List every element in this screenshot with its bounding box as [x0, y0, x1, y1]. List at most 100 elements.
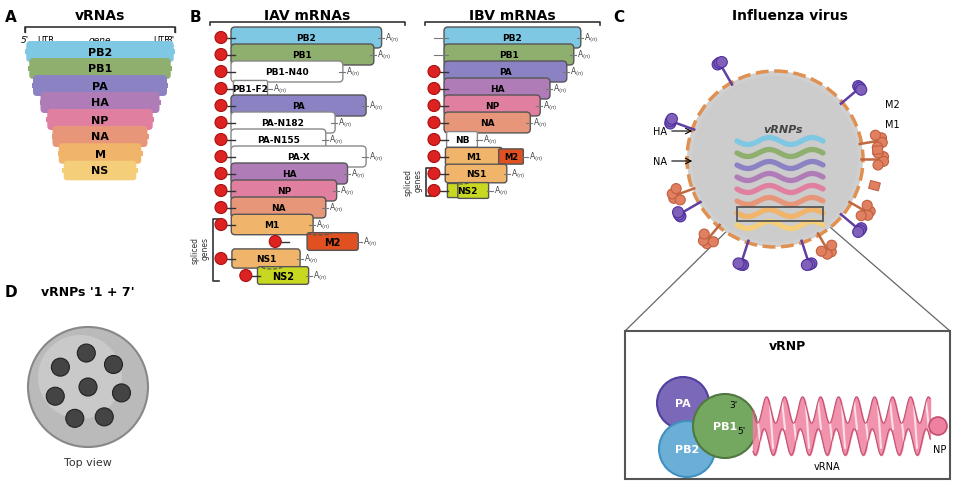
Circle shape: [871, 131, 880, 141]
Text: PA: PA: [92, 81, 108, 91]
FancyBboxPatch shape: [231, 215, 313, 235]
Circle shape: [855, 85, 867, 96]
Circle shape: [269, 236, 281, 248]
FancyBboxPatch shape: [33, 76, 167, 97]
Circle shape: [863, 211, 873, 221]
Text: PA-N155: PA-N155: [257, 136, 300, 145]
Text: NS1: NS1: [466, 170, 486, 179]
Circle shape: [665, 116, 676, 127]
Text: A$_{(n)}$: A$_{(n)}$: [377, 48, 392, 62]
Text: A$_{(n)}$: A$_{(n)}$: [385, 32, 399, 45]
Bar: [137, 152, 142, 157]
Text: A$_{(n)}$: A$_{(n)}$: [304, 252, 319, 266]
Circle shape: [806, 258, 817, 269]
FancyBboxPatch shape: [233, 81, 268, 97]
Text: Influenza virus: Influenza virus: [732, 9, 848, 23]
Text: A$_{(n)}$: A$_{(n)}$: [511, 167, 525, 181]
Text: A$_{(n)}$: A$_{(n)}$: [553, 82, 567, 96]
Circle shape: [873, 161, 883, 171]
Text: A$_{(n)}$: A$_{(n)}$: [329, 133, 344, 147]
FancyBboxPatch shape: [47, 110, 153, 131]
Text: HA: HA: [490, 85, 504, 94]
Circle shape: [827, 247, 836, 257]
Bar: [143, 135, 149, 140]
Text: M: M: [94, 149, 106, 159]
Text: vRNPs '1 + 7': vRNPs '1 + 7': [41, 285, 134, 298]
Bar: [167, 67, 172, 72]
FancyBboxPatch shape: [444, 62, 566, 83]
Polygon shape: [873, 146, 883, 155]
Text: A$_{(n)}$: A$_{(n)}$: [338, 116, 352, 130]
Text: PA: PA: [292, 102, 305, 111]
Circle shape: [428, 168, 440, 180]
Bar: [163, 84, 168, 89]
Circle shape: [428, 185, 440, 197]
Text: UTR: UTR: [153, 36, 170, 45]
Text: HA: HA: [91, 98, 108, 108]
Circle shape: [827, 241, 837, 251]
Circle shape: [428, 151, 440, 163]
Circle shape: [215, 253, 227, 265]
FancyBboxPatch shape: [444, 28, 581, 49]
Bar: [170, 50, 175, 55]
Text: A$_{(n)}$: A$_{(n)}$: [369, 150, 383, 164]
Circle shape: [873, 142, 882, 153]
Circle shape: [675, 196, 685, 205]
Text: PB2: PB2: [675, 444, 699, 454]
Circle shape: [215, 49, 227, 61]
Circle shape: [659, 421, 715, 477]
Text: A$_{(n)}$: A$_{(n)}$: [584, 32, 598, 45]
Text: vRNAs: vRNAs: [75, 9, 125, 23]
Bar: [32, 84, 37, 89]
Text: NP: NP: [933, 444, 947, 454]
Circle shape: [215, 66, 227, 79]
Circle shape: [733, 258, 744, 269]
Circle shape: [79, 378, 97, 396]
Circle shape: [802, 260, 812, 271]
Bar: [156, 101, 160, 106]
Circle shape: [687, 72, 863, 247]
FancyBboxPatch shape: [445, 148, 502, 166]
Text: gene: gene: [88, 36, 111, 45]
Text: A$_{(n)}$: A$_{(n)}$: [570, 65, 585, 79]
Text: M2: M2: [885, 100, 900, 110]
Circle shape: [657, 377, 709, 429]
FancyBboxPatch shape: [231, 181, 337, 202]
Circle shape: [66, 409, 84, 427]
Text: A$_{(n)}$: A$_{(n)}$: [317, 218, 331, 232]
Circle shape: [215, 134, 227, 146]
Text: NP: NP: [91, 115, 108, 125]
Bar: [39, 101, 44, 106]
FancyBboxPatch shape: [232, 249, 300, 268]
FancyBboxPatch shape: [53, 127, 148, 148]
Text: Top view: Top view: [64, 457, 112, 467]
Text: A$_{(n)}$: A$_{(n)}$: [340, 184, 354, 198]
Text: NS1: NS1: [255, 254, 276, 264]
Text: PA: PA: [499, 68, 512, 77]
FancyBboxPatch shape: [231, 113, 335, 134]
Text: NA: NA: [480, 119, 494, 128]
FancyBboxPatch shape: [26, 42, 174, 63]
Circle shape: [854, 225, 866, 236]
Text: PA-N182: PA-N182: [262, 119, 304, 128]
Circle shape: [878, 157, 889, 167]
Text: HA: HA: [653, 127, 667, 137]
Bar: [25, 50, 31, 55]
Circle shape: [105, 356, 123, 374]
Circle shape: [95, 408, 113, 426]
Circle shape: [712, 60, 723, 71]
Text: NB: NB: [455, 136, 469, 145]
Circle shape: [215, 83, 227, 95]
Bar: [58, 152, 62, 157]
Circle shape: [428, 101, 440, 112]
Circle shape: [852, 81, 864, 92]
Text: PB1: PB1: [713, 421, 737, 431]
Circle shape: [816, 247, 827, 257]
Text: A$_{(n)}$: A$_{(n)}$: [534, 116, 548, 130]
Circle shape: [673, 207, 684, 218]
Text: A$_{(n)}$: A$_{(n)}$: [363, 235, 377, 249]
FancyBboxPatch shape: [231, 147, 366, 168]
Circle shape: [112, 384, 131, 402]
Circle shape: [667, 189, 677, 200]
Circle shape: [855, 224, 867, 234]
